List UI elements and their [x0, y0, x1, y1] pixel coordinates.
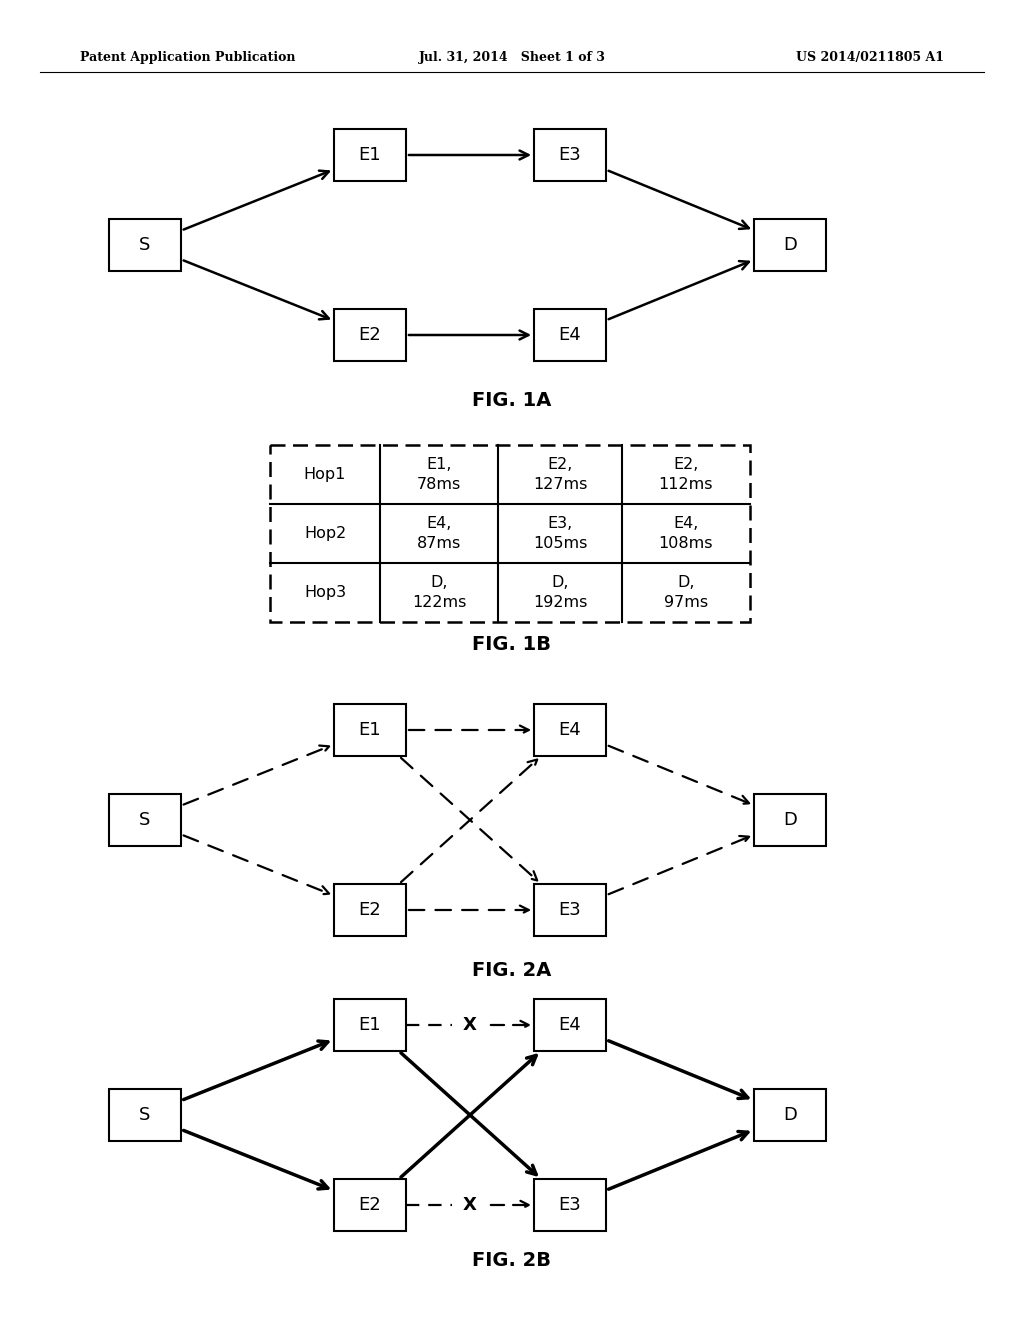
- Bar: [334, 1179, 406, 1232]
- Text: X: X: [463, 1196, 477, 1214]
- Text: E3: E3: [559, 147, 582, 164]
- Text: Hop1: Hop1: [304, 467, 346, 482]
- Text: FIG. 2A: FIG. 2A: [472, 961, 552, 979]
- Text: E3,
105ms: E3, 105ms: [532, 516, 587, 550]
- Text: E1: E1: [358, 1016, 381, 1034]
- Bar: [334, 129, 406, 181]
- Bar: [334, 704, 406, 756]
- Text: X: X: [463, 1016, 477, 1034]
- Text: E1: E1: [358, 721, 381, 739]
- Text: E3: E3: [559, 1196, 582, 1214]
- Text: Hop2: Hop2: [304, 525, 346, 541]
- Bar: [534, 884, 606, 936]
- Text: E2: E2: [358, 1196, 381, 1214]
- Text: D,
97ms: D, 97ms: [664, 576, 708, 610]
- Text: D: D: [783, 1106, 797, 1125]
- Text: Jul. 31, 2014   Sheet 1 of 3: Jul. 31, 2014 Sheet 1 of 3: [419, 51, 605, 65]
- Text: E2: E2: [358, 902, 381, 919]
- Text: S: S: [139, 1106, 151, 1125]
- Text: D: D: [783, 810, 797, 829]
- Text: US 2014/0211805 A1: US 2014/0211805 A1: [796, 51, 944, 65]
- Bar: [534, 129, 606, 181]
- Bar: [334, 884, 406, 936]
- Bar: [109, 1089, 181, 1140]
- Text: Patent Application Publication: Patent Application Publication: [80, 51, 296, 65]
- Bar: [534, 704, 606, 756]
- Bar: [534, 999, 606, 1051]
- Bar: [754, 1089, 826, 1140]
- Bar: [109, 219, 181, 271]
- Text: Hop3: Hop3: [304, 585, 346, 601]
- Text: E3: E3: [559, 902, 582, 919]
- Bar: [109, 795, 181, 846]
- Bar: [534, 1179, 606, 1232]
- Bar: [534, 309, 606, 360]
- Bar: [334, 999, 406, 1051]
- Bar: [270, 445, 750, 622]
- Text: E2,
112ms: E2, 112ms: [658, 457, 714, 492]
- Text: D,
122ms: D, 122ms: [412, 576, 466, 610]
- Text: FIG. 2B: FIG. 2B: [472, 1250, 552, 1270]
- Text: S: S: [139, 236, 151, 253]
- Text: E1,
78ms: E1, 78ms: [417, 457, 461, 492]
- Text: E2,
127ms: E2, 127ms: [532, 457, 587, 492]
- Text: D,
192ms: D, 192ms: [532, 576, 587, 610]
- Text: FIG. 1A: FIG. 1A: [472, 391, 552, 409]
- Text: D: D: [783, 236, 797, 253]
- Text: E2: E2: [358, 326, 381, 345]
- Bar: [754, 219, 826, 271]
- Bar: [334, 309, 406, 360]
- Text: E4,
108ms: E4, 108ms: [658, 516, 714, 550]
- Text: E1: E1: [358, 147, 381, 164]
- Text: S: S: [139, 810, 151, 829]
- Text: FIG. 1B: FIG. 1B: [472, 635, 552, 655]
- Text: E4,
87ms: E4, 87ms: [417, 516, 461, 550]
- Text: E4: E4: [559, 326, 582, 345]
- Bar: [754, 795, 826, 846]
- Text: E4: E4: [559, 1016, 582, 1034]
- Text: E4: E4: [559, 721, 582, 739]
